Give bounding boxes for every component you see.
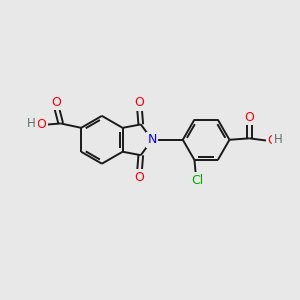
Text: O: O <box>51 96 61 109</box>
Text: O: O <box>36 118 46 131</box>
Text: N: N <box>148 133 157 146</box>
Text: H: H <box>27 117 36 130</box>
Text: O: O <box>134 96 144 109</box>
Text: O: O <box>267 134 277 147</box>
Text: O: O <box>134 170 144 184</box>
Text: H: H <box>274 133 283 146</box>
Text: Cl: Cl <box>191 174 203 187</box>
Text: O: O <box>244 110 254 124</box>
